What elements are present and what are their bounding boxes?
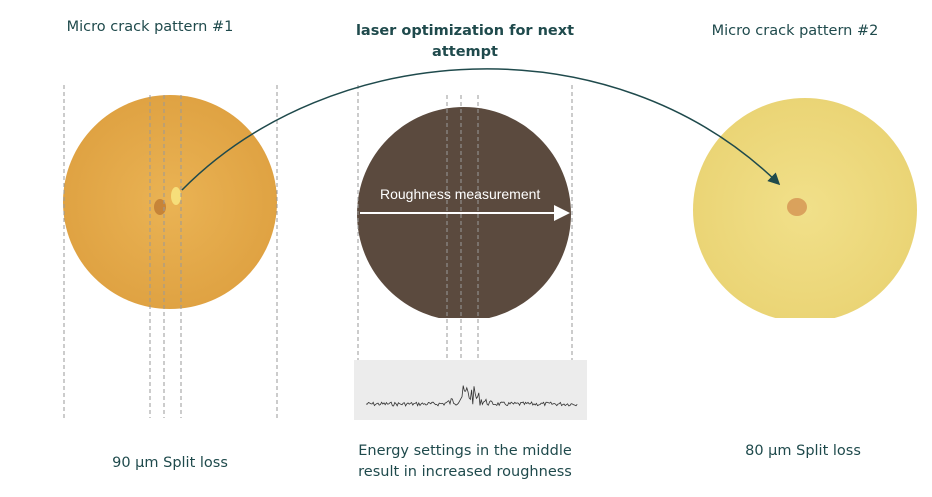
crack-spot [787,198,807,216]
caption: 80 µm Split loss [745,443,861,459]
overlay-label: Roughness measurement [380,186,541,202]
crack-spot [154,199,166,215]
roughness-plot [354,360,587,420]
roughness-trace [365,385,578,407]
arrow [181,68,781,191]
title: laser optimization for next attempt [355,23,575,60]
title: Micro crack pattern #2 [711,23,879,39]
caption: Energy settings in the middle result in … [358,443,572,480]
crack-spot [171,187,181,205]
title: Micro crack pattern #1 [66,19,234,35]
wafer-1 [63,95,277,309]
caption: 90 µm Split loss [112,455,228,471]
